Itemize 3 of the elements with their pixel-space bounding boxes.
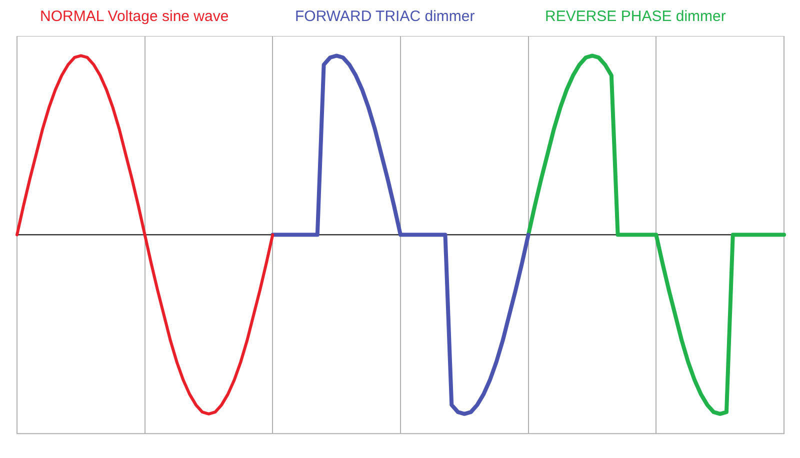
text: REVERSE PHASE dimmer (545, 8, 726, 25)
text: NORMAL Voltage sine wave (40, 8, 229, 25)
text: FORWARD TRIAC dimmer (295, 8, 475, 25)
